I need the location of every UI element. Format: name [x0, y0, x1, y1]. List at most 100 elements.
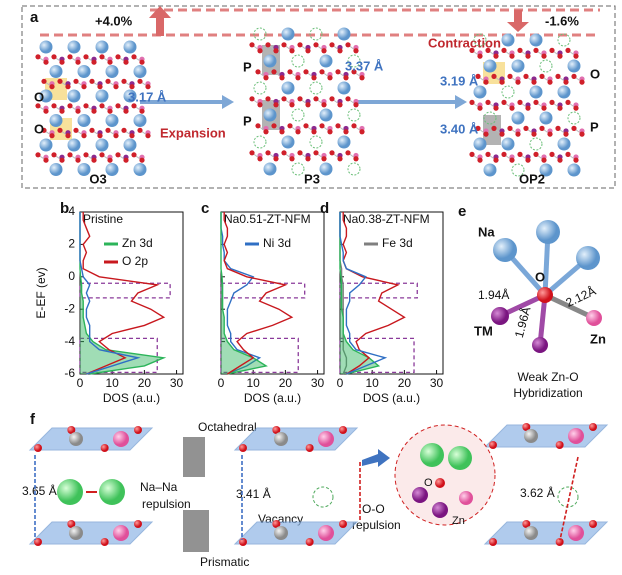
- legend-label: Zn 3d: [122, 236, 153, 250]
- o-atom: [555, 441, 564, 449]
- x-tick-label: 20: [138, 376, 152, 390]
- na-atom: [67, 40, 81, 54]
- spacing-arrow: [559, 456, 579, 541]
- o-atom: [83, 152, 89, 158]
- zn-atom: [113, 525, 129, 541]
- inset-atom: [435, 478, 445, 488]
- na-atom: [557, 85, 571, 99]
- o-atom: [281, 150, 287, 156]
- o-atom: [43, 59, 49, 65]
- o-atom: [35, 152, 41, 158]
- o-atom: [329, 42, 335, 48]
- vacancy: [291, 54, 305, 68]
- vacancy: [501, 85, 515, 99]
- o-atom: [515, 131, 521, 137]
- o-atom: [327, 129, 333, 135]
- na-atom: [49, 114, 63, 127]
- o-atom: [263, 129, 269, 135]
- o-atom: [533, 151, 539, 157]
- o-atom: [573, 157, 579, 163]
- site-label: Octahedral: [198, 420, 257, 434]
- o-atom: [345, 96, 351, 102]
- o-atom: [523, 73, 529, 79]
- na-atom: [501, 33, 515, 47]
- o-atom: [289, 48, 295, 54]
- tm-atom: [491, 307, 509, 325]
- y-tick-label: -4: [64, 334, 75, 348]
- na-atom: [576, 246, 600, 270]
- o-atom: [493, 53, 499, 59]
- o-atom: [257, 156, 263, 162]
- o-atom: [351, 69, 357, 75]
- na-atom: [263, 54, 277, 68]
- o-atom: [507, 125, 513, 131]
- y-tick-label: 4: [68, 204, 75, 218]
- vacancy: [511, 163, 525, 177]
- na-atom: [263, 108, 277, 122]
- stacking-label: O: [34, 121, 44, 136]
- vacancy: [312, 486, 334, 508]
- panel-e: e Na O TM Zn 1.94Å 2.12Å 1.96Å Weak Zn-O…: [458, 203, 606, 400]
- na-atom: [281, 27, 295, 41]
- o-atom: [549, 47, 555, 54]
- o-atom: [329, 96, 335, 102]
- o-atom: [547, 131, 553, 137]
- o-atom: [137, 78, 143, 84]
- legend-label: Fe 3d: [382, 236, 413, 250]
- o-atom: [493, 157, 499, 163]
- zn-atom: [568, 525, 584, 541]
- o-atom: [531, 79, 537, 85]
- bond: [543, 292, 596, 321]
- na-atom: [473, 85, 487, 99]
- na-atom: [105, 163, 119, 176]
- o-atom: [305, 444, 314, 452]
- o-atom: [41, 127, 47, 133]
- spacing-label: 3.17 Å: [128, 89, 167, 104]
- o-atom: [289, 102, 295, 108]
- na-atom: [95, 138, 109, 152]
- o-atom: [59, 59, 65, 65]
- dos-curve: [79, 212, 141, 375]
- zn-atom: [568, 428, 584, 444]
- o-atom: [81, 133, 87, 139]
- na-atom: [95, 89, 109, 103]
- o-atom: [43, 157, 49, 163]
- atom-label: Na: [478, 224, 495, 239]
- vacancy: [291, 162, 305, 176]
- dos-area: [340, 212, 379, 374]
- o-atom: [107, 157, 113, 163]
- na-atom: [337, 27, 351, 41]
- inset-atom: [448, 446, 472, 470]
- o-atom: [99, 152, 105, 158]
- na-atom: [39, 89, 53, 103]
- o-atom: [335, 123, 341, 129]
- na-atom: [281, 81, 295, 95]
- o-atom: [509, 105, 515, 111]
- atom-label: Zn: [590, 331, 606, 346]
- x-tick-label: 10: [366, 376, 380, 390]
- vacancy: [483, 111, 497, 125]
- spacing-label: 3.41 Å: [236, 486, 271, 501]
- o-atom: [57, 127, 63, 133]
- o-atom: [573, 53, 579, 59]
- bond-length: 1.94Å: [478, 287, 509, 302]
- o-atom: [489, 441, 497, 449]
- o-atom: [475, 125, 481, 131]
- o-atom: [100, 538, 109, 546]
- o-atom: [531, 131, 537, 137]
- na-atom: [133, 65, 147, 78]
- o-atom: [105, 127, 111, 133]
- o-atom: [337, 102, 343, 108]
- highlight-box: [339, 337, 415, 374]
- na-atom: [529, 33, 543, 47]
- o-atom: [34, 538, 42, 546]
- vacancy: [253, 135, 267, 149]
- dos-curve: [220, 212, 268, 375]
- na-atom: [501, 137, 515, 151]
- o-atom: [483, 79, 489, 85]
- o-atom: [59, 157, 65, 163]
- vacancy: [473, 33, 487, 47]
- na-atom: [77, 163, 91, 176]
- o-atom: [49, 84, 55, 90]
- inset-atom: [420, 443, 444, 467]
